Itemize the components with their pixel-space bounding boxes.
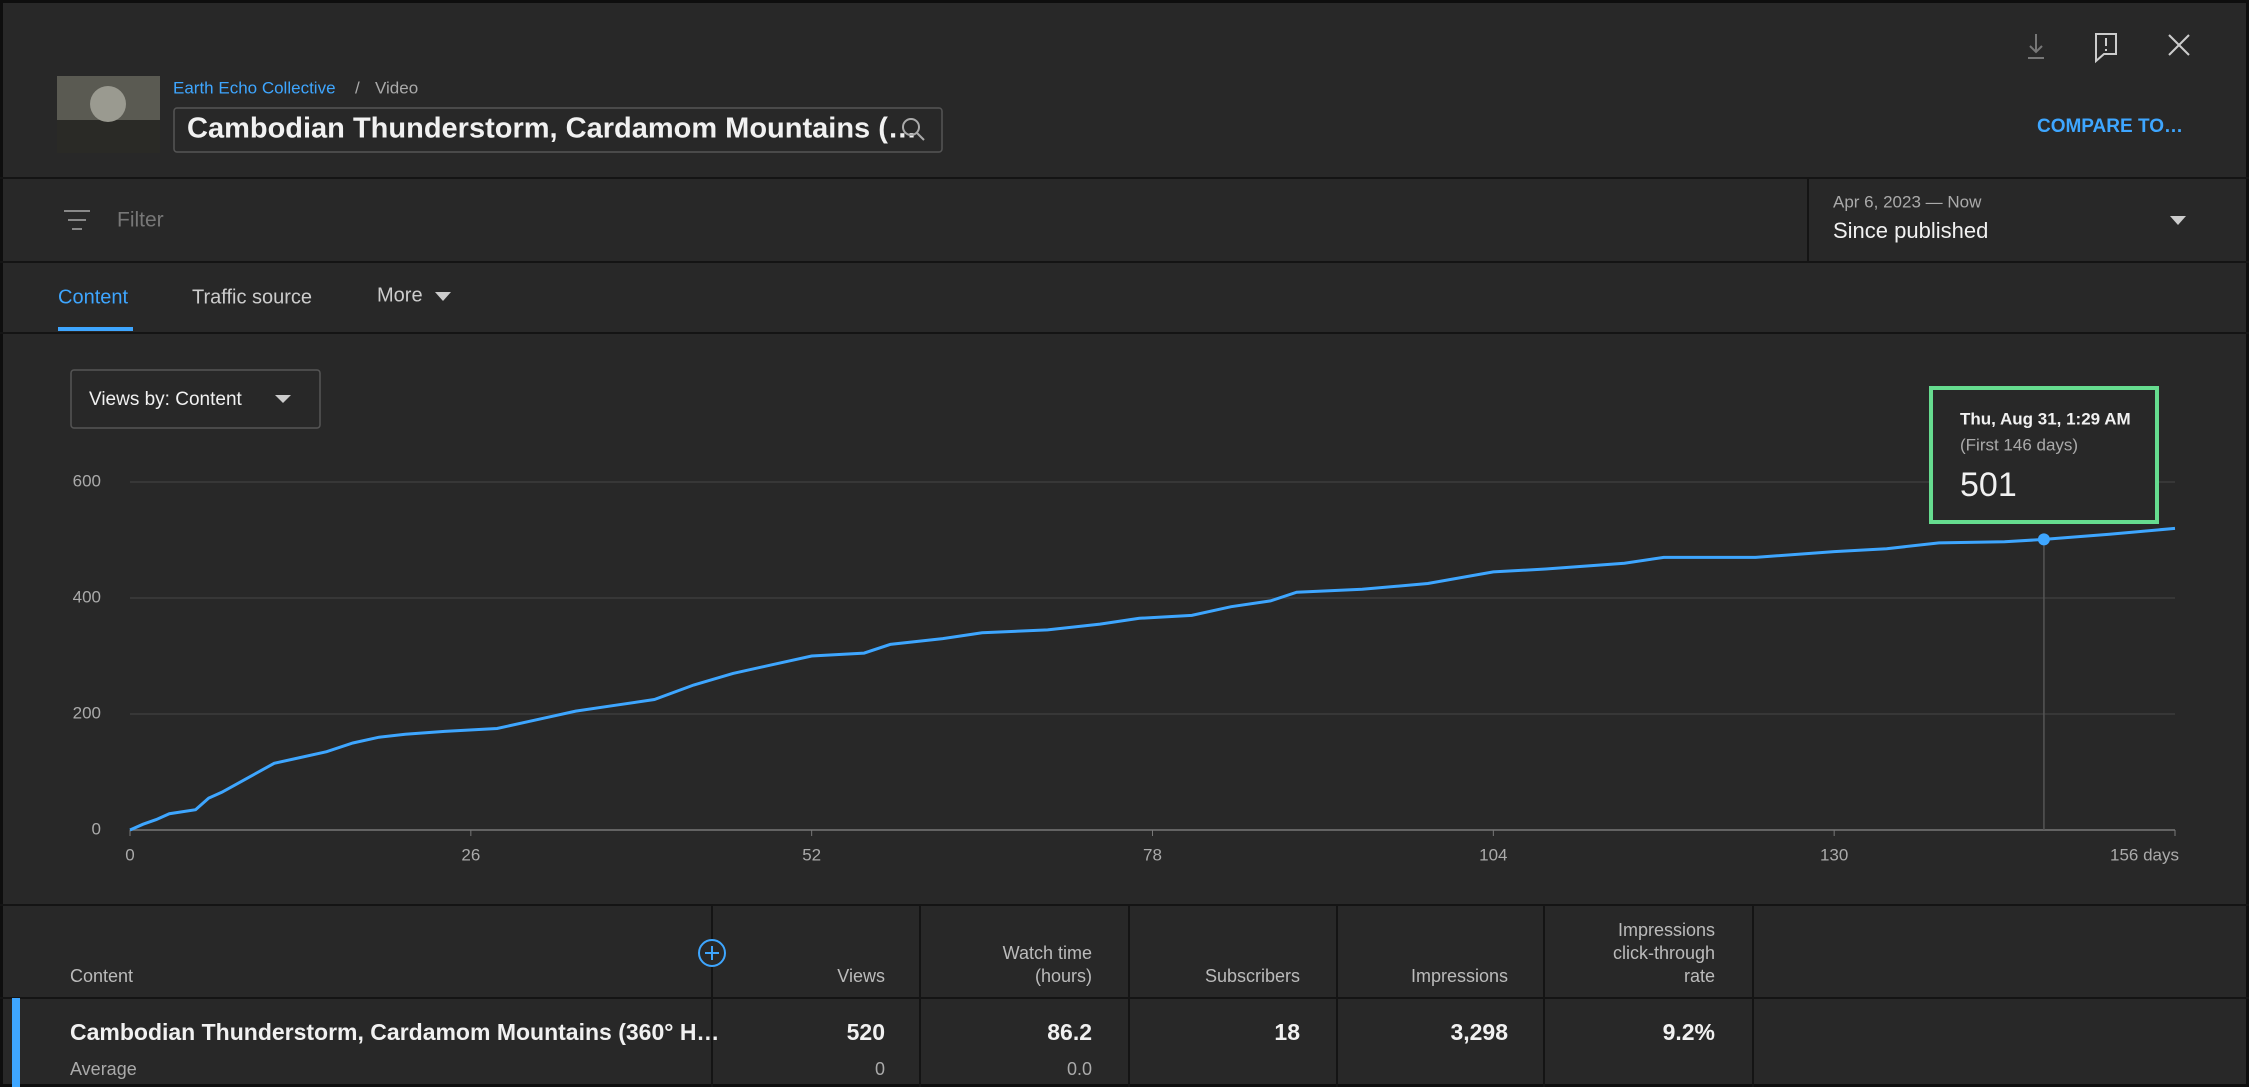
dropdown-caret[interactable] [275, 395, 291, 403]
x-tick-label: 52 [802, 845, 821, 864]
cell: 18 [1274, 1019, 1300, 1045]
row-label: Cambodian Thunderstorm, Cardamom Mountai… [70, 1019, 719, 1045]
tooltip-value: 501 [1960, 466, 2017, 504]
close-icon[interactable] [2168, 34, 2190, 56]
filter-icon[interactable] [64, 210, 90, 230]
date-range: Apr 6, 2023 — Now [1833, 192, 1982, 211]
x-tick-label: 104 [1479, 845, 1507, 864]
cell: 86.2 [1047, 1019, 1092, 1045]
row-accent [12, 998, 20, 1087]
y-tick-label: 600 [73, 471, 101, 490]
tab-more[interactable]: More [377, 284, 423, 306]
x-tick-label: 156 days [2110, 845, 2179, 864]
search-icon[interactable] [902, 118, 925, 141]
column-header: rate [1684, 966, 1715, 986]
column-header: (hours) [1035, 966, 1092, 986]
tooltip-box [1929, 386, 2159, 524]
x-tick-label: 26 [461, 845, 480, 864]
cell: 9.2% [1663, 1019, 1715, 1045]
x-tick-label: 0 [125, 845, 134, 864]
more-caret[interactable] [435, 292, 451, 301]
cell: 3,298 [1450, 1019, 1508, 1045]
hover-point [2037, 533, 2050, 546]
table: Content Views Watch time (hours) Subscribers… [70, 920, 1715, 1079]
y-tick-label: 200 [73, 703, 101, 722]
breadcrumb-separator: / [355, 78, 360, 97]
tooltip-subtitle: (First 146 days) [1960, 435, 2078, 454]
column-header: Impressions [1411, 966, 1508, 986]
x-tick-label: 78 [1143, 845, 1162, 864]
breadcrumb-kind: Video [375, 78, 418, 97]
tab-underline [58, 327, 133, 331]
cell: 0 [875, 1059, 885, 1079]
y-tick-label: 0 [92, 819, 101, 838]
column-dividers [711, 905, 1754, 1087]
y-tick-label: 400 [73, 587, 101, 606]
compare-button[interactable]: COMPARE TO… [2037, 116, 2183, 137]
period-select[interactable]: Since published [1833, 218, 1988, 243]
plot: 0 200 400 600 0 26 52 78 104 130 156 days [73, 471, 2179, 864]
row-label: Average [70, 1059, 137, 1079]
cell: 0.0 [1067, 1059, 1092, 1079]
tab-content[interactable]: Content [58, 286, 128, 308]
video-title: Cambodian Thunderstorm, Cardamom Mountai… [187, 113, 917, 145]
download-icon[interactable] [2028, 34, 2044, 59]
metric-dropdown[interactable] [70, 369, 321, 429]
x-tick-label: 130 [1820, 845, 1848, 864]
metric-dropdown-label: Views by: Content [89, 389, 243, 410]
title-search-box[interactable] [173, 107, 943, 153]
cell: 520 [847, 1019, 885, 1045]
column-header: Content [70, 966, 133, 986]
filter-input[interactable]: Filter [117, 209, 164, 232]
channel-link[interactable]: Earth Echo Collective [173, 78, 336, 97]
tooltip-title: Thu, Aug 31, 1:29 AM [1960, 409, 2131, 428]
period-caret[interactable] [2170, 216, 2186, 225]
column-header: Impressions [1618, 920, 1715, 940]
thumbnail-figure [90, 86, 126, 122]
thumbnail-shade [57, 120, 160, 153]
tab-traffic[interactable]: Traffic source [192, 286, 312, 308]
column-header: Subscribers [1205, 966, 1300, 986]
feedback-icon[interactable] [2095, 33, 2117, 64]
column-header: Views [837, 966, 885, 986]
column-header: Watch time [1003, 943, 1092, 963]
views-line [129, 526, 2176, 832]
add-metric-button[interactable] [698, 939, 726, 967]
column-header: click-through [1613, 943, 1715, 963]
